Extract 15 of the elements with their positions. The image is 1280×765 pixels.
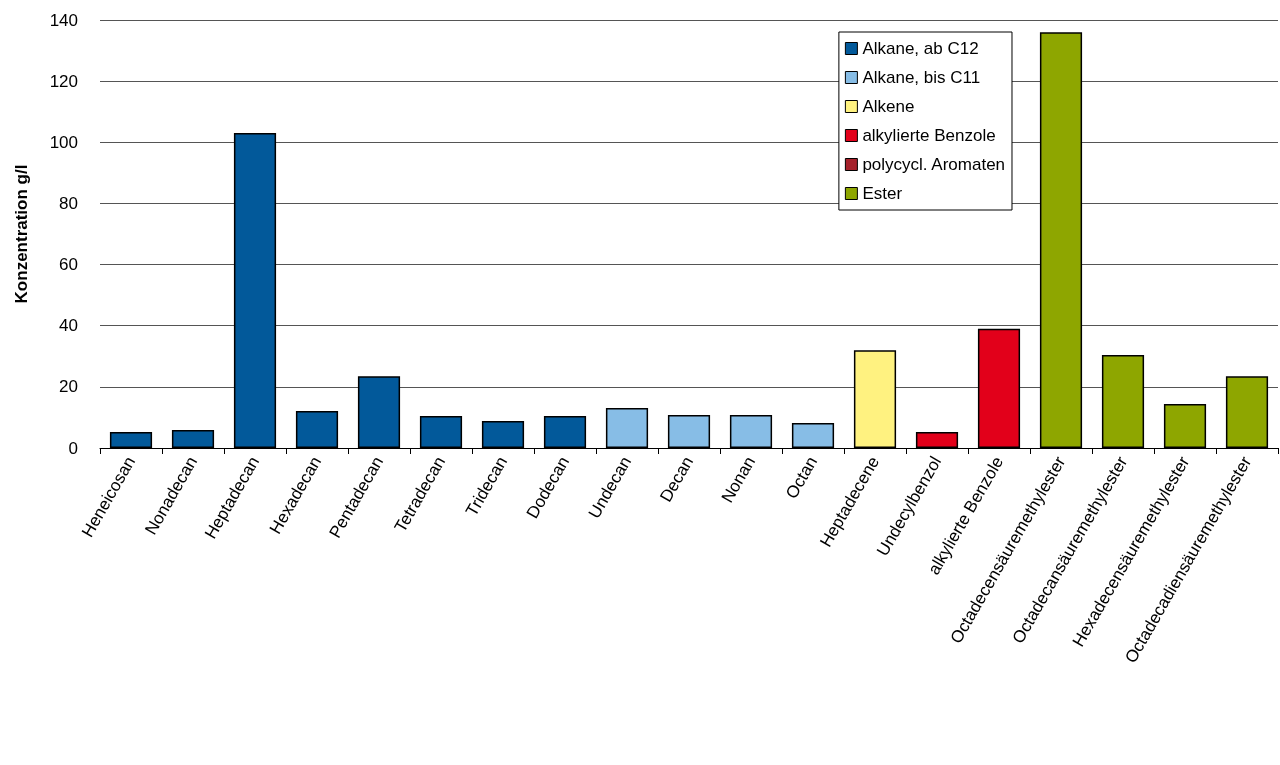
y-axis-title: Konzentration g/l xyxy=(12,164,31,304)
legend-label: Alkane, bis C11 xyxy=(862,68,981,87)
y-tick-label: 100 xyxy=(49,132,78,152)
y-tick-label: 20 xyxy=(59,377,78,397)
legend-label: Alkane, ab C12 xyxy=(862,39,979,58)
y-tick-label: 140 xyxy=(49,10,78,30)
y-tick-label: 80 xyxy=(59,193,78,213)
legend-label: alkylierte Benzole xyxy=(862,126,996,145)
y-tick-label: 60 xyxy=(59,255,78,275)
y-tick-label: 40 xyxy=(59,316,78,336)
legend-label: polycycl. Aromaten xyxy=(862,155,1006,174)
y-tick-label: 0 xyxy=(68,438,78,458)
legend-label: Alkene xyxy=(862,97,915,116)
y-tick-label: 120 xyxy=(49,71,78,91)
legend-label: Ester xyxy=(862,184,903,203)
